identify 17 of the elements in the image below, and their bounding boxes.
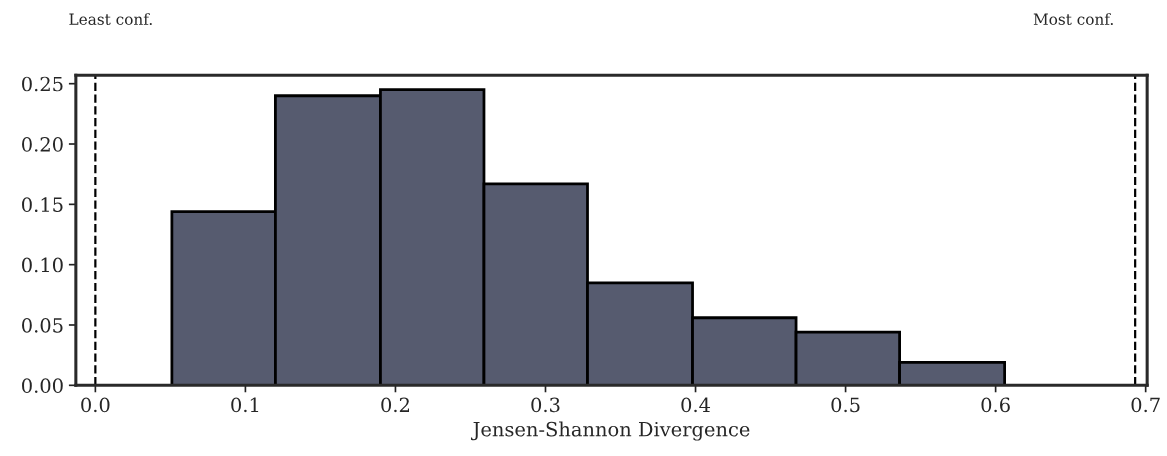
x-tick-label: 0.6 xyxy=(981,397,1010,413)
y-tick-label: 0.05 xyxy=(22,317,63,333)
text: Least conf. xyxy=(69,13,152,25)
x-tick-label: 0.2 xyxy=(381,397,409,413)
y-tick-label: 0.10 xyxy=(22,257,63,273)
y-tick-label: 0.25 xyxy=(22,76,63,92)
y-tick-label: 0.00 xyxy=(22,378,63,393)
x-tick-label: 0.3 xyxy=(531,397,560,413)
x-tick-label: 0.5 xyxy=(831,397,860,413)
y-tick-label: 0.20 xyxy=(22,136,63,152)
text: Most conf. xyxy=(1033,13,1113,25)
x-tick-label: 0.0 xyxy=(81,397,110,413)
x-tick-label: 0.1 xyxy=(231,397,259,413)
x-axis-title: Jensen-Shannon Divergence xyxy=(470,421,750,441)
y-tick-label: 0.15 xyxy=(22,197,63,212)
x-tick-label: 0.7 xyxy=(1131,397,1160,413)
x-tick-label: 0.4 xyxy=(681,397,711,413)
